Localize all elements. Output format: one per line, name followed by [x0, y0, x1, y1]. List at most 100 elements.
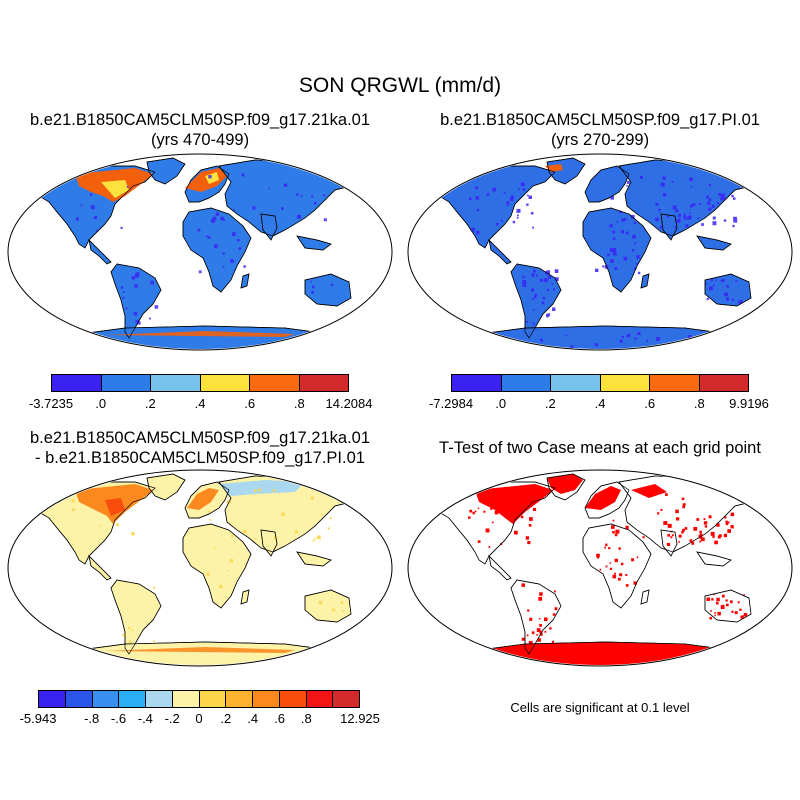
colorbar-tick-label: -3.7235 [28, 396, 74, 411]
panel-c-title-line2: - b.e21.B1850CAM5CLM50SP.f09_g17.PI.01 [35, 449, 365, 467]
anomaly-patch [219, 480, 305, 496]
coastline [304, 273, 352, 307]
anomaly-patch [631, 484, 667, 498]
colorbar-swatch [199, 691, 227, 707]
colorbar-panel-b-labels: -7.2984 .0 .2 .4 .6 .8 9.9196 [429, 396, 769, 412]
coastline [110, 263, 162, 339]
coastline [510, 263, 562, 339]
panel-b-title: b.e21.B1850CAM5CLM50SP.f09_g17.PI.01 (yr… [400, 110, 800, 150]
colorbar-tick-label: -.6 [110, 711, 127, 726]
coastline [146, 157, 186, 185]
colorbar-swatch [253, 691, 280, 707]
map-panel-a [7, 153, 393, 351]
colorbar-tick-label: .6 [244, 396, 256, 411]
colorbar-swatch [650, 375, 700, 391]
colorbar-swatch [699, 375, 748, 391]
coastline [88, 554, 112, 581]
colorbar-tick-label: 14.2084 [325, 396, 373, 411]
colorbar-tick-label: .8 [693, 396, 705, 411]
coastline [146, 473, 186, 501]
colorbar-panel-b [451, 374, 749, 392]
colorbar-tick-label: 12.925 [340, 711, 380, 726]
panel-a-title-line1: b.e21.B1850CAM5CLM50SP.f09_g17.21ka.01 [29, 111, 371, 129]
colorbar-swatch [119, 691, 146, 707]
coastline [184, 481, 230, 519]
colorbar-swatch [333, 691, 359, 707]
panel-b-title-line1: b.e21.B1850CAM5CLM50SP.f09_g17.PI.01 [440, 111, 760, 129]
significance-note: Cells are significant at 0.1 level [510, 700, 690, 715]
colorbar-swatch [65, 691, 93, 707]
colorbar-tick-label: 9.9196 [729, 396, 769, 411]
coastline [296, 551, 332, 567]
coastline [240, 273, 250, 289]
colorbar-tick-label: .0 [495, 396, 507, 411]
colorbar-tick-label: .4 [247, 711, 259, 726]
colorbar-tick-label: .2 [544, 396, 556, 411]
colorbar-tick-label: .2 [220, 711, 232, 726]
colorbar-swatch [551, 375, 601, 391]
coastline [240, 589, 250, 605]
coastline [704, 589, 752, 623]
anomaly-patch [105, 331, 295, 337]
panel-b-title-line2: (yrs 270-299) [550, 131, 650, 149]
colorbar-tick-label: -7.2984 [428, 396, 474, 411]
coastline [182, 523, 252, 609]
colorbar-panel-a [51, 374, 349, 392]
colorbar-swatch [200, 375, 250, 391]
anomaly-patch [105, 498, 125, 516]
coastline [296, 235, 332, 251]
coastline [260, 213, 278, 241]
coastline [182, 207, 252, 293]
map-panel-d [407, 469, 793, 667]
colorbar-tick-label: -5.943 [19, 711, 57, 726]
colorbar-swatch [226, 691, 253, 707]
colorbar-tick-label: .8 [300, 711, 312, 726]
coastline [660, 213, 678, 241]
colorbar-swatch [172, 691, 200, 707]
coastline [704, 273, 752, 307]
colorbar-swatch [501, 375, 551, 391]
coastline [304, 589, 352, 623]
colorbar-tick-label: -.8 [84, 711, 100, 726]
colorbar-panel-c [38, 690, 360, 708]
panel-d-title: T-Test of two Case means at each grid po… [400, 438, 800, 458]
coastline [110, 579, 162, 655]
colorbar-tick-label: 0 [195, 711, 203, 726]
coastline [546, 473, 586, 501]
coastline [696, 551, 732, 567]
colorbar-swatch [250, 375, 300, 391]
coastline [184, 165, 230, 203]
coastline [640, 589, 650, 605]
colorbar-tick-label: .8 [293, 396, 305, 411]
colorbar-swatch [306, 691, 334, 707]
anomaly-patch [187, 488, 219, 510]
colorbar-panel-a-labels: -3.7235 .0 .2 .4 .6 .8 14.2084 [29, 396, 373, 412]
colorbar-swatch [39, 691, 66, 707]
panel-d-title-line1: T-Test of two Case means at each grid po… [439, 439, 761, 457]
colorbar-panel-c-labels: -5.943 -.8 -.6 -.4 -.2 0 .2 .4 .6 .8 12.925 [20, 711, 380, 727]
anomaly-patch [101, 180, 129, 198]
coastline [546, 157, 586, 185]
coastline [260, 529, 278, 557]
coastline [696, 235, 732, 251]
colorbar-swatch [452, 375, 502, 391]
coastline [584, 481, 630, 519]
colorbar-tick-label: .0 [95, 396, 107, 411]
panel-c-title-line1: b.e21.B1850CAM5CLM50SP.f09_g17.21ka.01 [29, 429, 371, 447]
anomaly-patch [547, 474, 583, 494]
anomaly-patch [475, 484, 553, 524]
coastline [640, 273, 650, 289]
figure-title: SON QRGWL (mm/d) [298, 74, 502, 97]
coastline [510, 579, 562, 655]
map-panel-b [407, 153, 793, 351]
colorbar-swatch [92, 691, 120, 707]
coastline [488, 238, 512, 265]
colorbar-tick-label: -.2 [164, 711, 180, 726]
panel-c-title: b.e21.B1850CAM5CLM50SP.f09_g17.21ka.01 -… [0, 428, 400, 468]
coastline [582, 207, 652, 293]
colorbar-swatch [101, 375, 151, 391]
colorbar-swatch [52, 375, 102, 391]
colorbar-tick-label: .6 [274, 711, 285, 726]
coastline [488, 554, 512, 581]
panel-a-title: b.e21.B1850CAM5CLM50SP.f09_g17.21ka.01 (… [0, 110, 400, 150]
